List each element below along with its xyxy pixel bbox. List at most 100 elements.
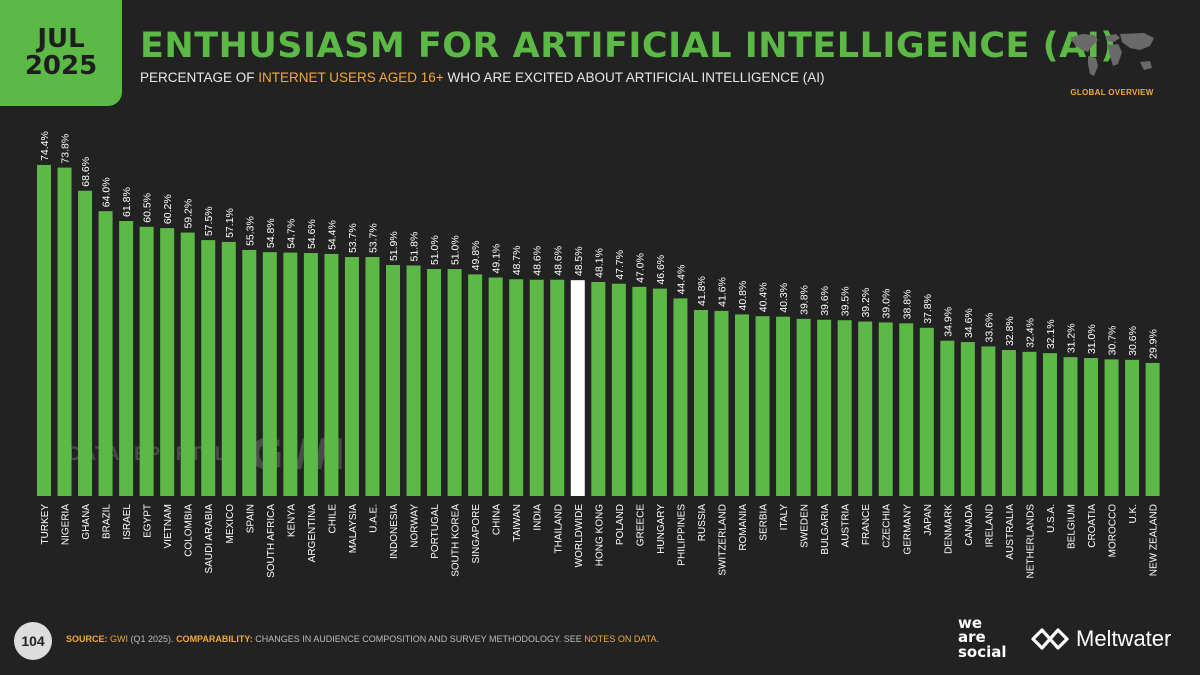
value-label: 48.1% bbox=[593, 248, 605, 278]
bar-canada bbox=[960, 342, 975, 496]
bar-denmark bbox=[940, 340, 955, 496]
value-label: 29.9% bbox=[1148, 329, 1160, 359]
value-label: 38.8% bbox=[901, 290, 913, 320]
bar-russia bbox=[693, 309, 708, 496]
value-label: 34.6% bbox=[963, 308, 975, 338]
bar-germany bbox=[899, 323, 914, 496]
value-label: 46.6% bbox=[655, 255, 667, 285]
date-badge: JUL 2025 bbox=[0, 0, 122, 106]
category-label: CANADA bbox=[964, 504, 975, 546]
category-label: IRELAND bbox=[984, 504, 995, 547]
category-label: ROMANIA bbox=[738, 504, 749, 551]
bar-nigeria bbox=[57, 167, 72, 496]
category-label: COLOMBIA bbox=[184, 504, 195, 557]
bar-turkey bbox=[37, 164, 51, 497]
category-label: SPAIN bbox=[245, 504, 256, 533]
bar-brazil bbox=[98, 211, 113, 496]
bar-singapore bbox=[468, 274, 483, 496]
value-label: 55.3% bbox=[244, 216, 256, 246]
category-label: INDIA bbox=[533, 504, 544, 531]
value-label: 30.6% bbox=[1127, 326, 1139, 356]
source-name: GWI bbox=[110, 634, 129, 644]
bar-u-s-a- bbox=[1042, 353, 1057, 496]
bar-croatia bbox=[1084, 358, 1099, 496]
bar-taiwan bbox=[509, 279, 524, 496]
value-label: 57.5% bbox=[203, 206, 215, 236]
value-label: 68.6% bbox=[80, 157, 92, 187]
value-label: 48.6% bbox=[532, 246, 544, 276]
bar-morocco bbox=[1104, 359, 1119, 496]
category-label: HUNGARY bbox=[656, 504, 667, 554]
value-label: 39.2% bbox=[860, 288, 872, 318]
category-label: SOUTH KOREA bbox=[451, 504, 462, 577]
bar-belgium bbox=[1063, 357, 1078, 496]
bar-china bbox=[488, 277, 503, 496]
category-label: WORLDWIDE bbox=[574, 504, 585, 568]
category-label: SERBIA bbox=[759, 504, 770, 541]
value-label: 32.1% bbox=[1045, 319, 1057, 349]
value-label: 60.2% bbox=[162, 194, 174, 224]
category-label: CHINA bbox=[492, 504, 503, 535]
value-label: 48.5% bbox=[573, 246, 585, 276]
value-label: 57.1% bbox=[224, 208, 236, 238]
bar-south-africa bbox=[262, 252, 277, 496]
bar-u-a-e- bbox=[365, 257, 380, 496]
bar-saudi-arabia bbox=[201, 240, 216, 496]
category-label: ISRAEL bbox=[122, 504, 133, 540]
value-label: 31.2% bbox=[1066, 323, 1078, 353]
notes-on-data-link[interactable]: NOTES ON DATA bbox=[584, 634, 657, 644]
category-label: BRAZIL bbox=[102, 504, 113, 539]
subtitle-highlight: INTERNET USERS AGED 16+ bbox=[258, 70, 444, 85]
category-label: CHILE bbox=[327, 504, 338, 534]
category-label: PORTUGAL bbox=[430, 504, 441, 559]
value-label: 74.4% bbox=[39, 131, 51, 161]
category-label: NIGERIA bbox=[61, 504, 72, 545]
category-label: VIETNAM bbox=[163, 504, 174, 548]
category-label: ITALY bbox=[779, 504, 790, 531]
category-label: SWITZERLAND bbox=[717, 504, 728, 576]
category-label: EGYPT bbox=[143, 504, 154, 538]
page-subtitle: PERCENTAGE OF INTERNET USERS AGED 16+ WH… bbox=[140, 70, 825, 85]
category-label: TURKEY bbox=[40, 504, 51, 545]
category-label: SOUTH AFRICA bbox=[266, 504, 277, 578]
date-year: 2025 bbox=[24, 51, 98, 81]
bar-india bbox=[529, 279, 544, 496]
bar-mexico bbox=[221, 241, 236, 496]
bar-romania bbox=[735, 314, 750, 496]
we-are-social-logo: we are social bbox=[958, 614, 1007, 659]
value-label: 51.0% bbox=[450, 235, 462, 265]
value-label: 44.4% bbox=[675, 265, 687, 295]
footer-source: SOURCE: GWI (Q1 2025). COMPARABILITY: CH… bbox=[66, 634, 659, 644]
meltwater-wordmark: Meltwater bbox=[1076, 626, 1172, 651]
footer-end: . bbox=[656, 634, 659, 644]
category-label: BELGIUM bbox=[1067, 504, 1078, 549]
category-label: DENMARK bbox=[943, 504, 954, 554]
meltwater-icon bbox=[1031, 628, 1069, 650]
value-label: 51.0% bbox=[429, 235, 441, 265]
meltwater-logo: Meltwater bbox=[1030, 626, 1171, 652]
bar-israel bbox=[119, 220, 134, 497]
was-line-1: we bbox=[958, 614, 983, 632]
bar-austria bbox=[837, 320, 852, 496]
value-label: 39.5% bbox=[840, 286, 852, 316]
category-label: NORWAY bbox=[410, 504, 421, 548]
comparability-label: COMPARABILITY: bbox=[176, 634, 253, 644]
bar-czechia bbox=[878, 322, 893, 496]
value-label: 54.8% bbox=[265, 218, 277, 248]
category-label: TAIWAN bbox=[512, 504, 523, 542]
category-label: CROATIA bbox=[1087, 504, 1098, 548]
bar-south-korea bbox=[447, 269, 462, 496]
bar-france bbox=[858, 321, 873, 496]
bar-u-k- bbox=[1125, 359, 1140, 496]
bar-greece bbox=[632, 286, 647, 496]
category-label: SINGAPORE bbox=[471, 504, 482, 564]
value-label: 47.0% bbox=[634, 253, 646, 283]
bar-egypt bbox=[139, 226, 154, 496]
bar-netherlands bbox=[1022, 351, 1037, 496]
category-label: RUSSIA bbox=[697, 504, 708, 542]
category-label: GHANA bbox=[81, 504, 92, 540]
category-label: THAILAND bbox=[553, 504, 564, 553]
bar-ireland bbox=[981, 346, 996, 496]
bar-worldwide bbox=[570, 280, 585, 496]
